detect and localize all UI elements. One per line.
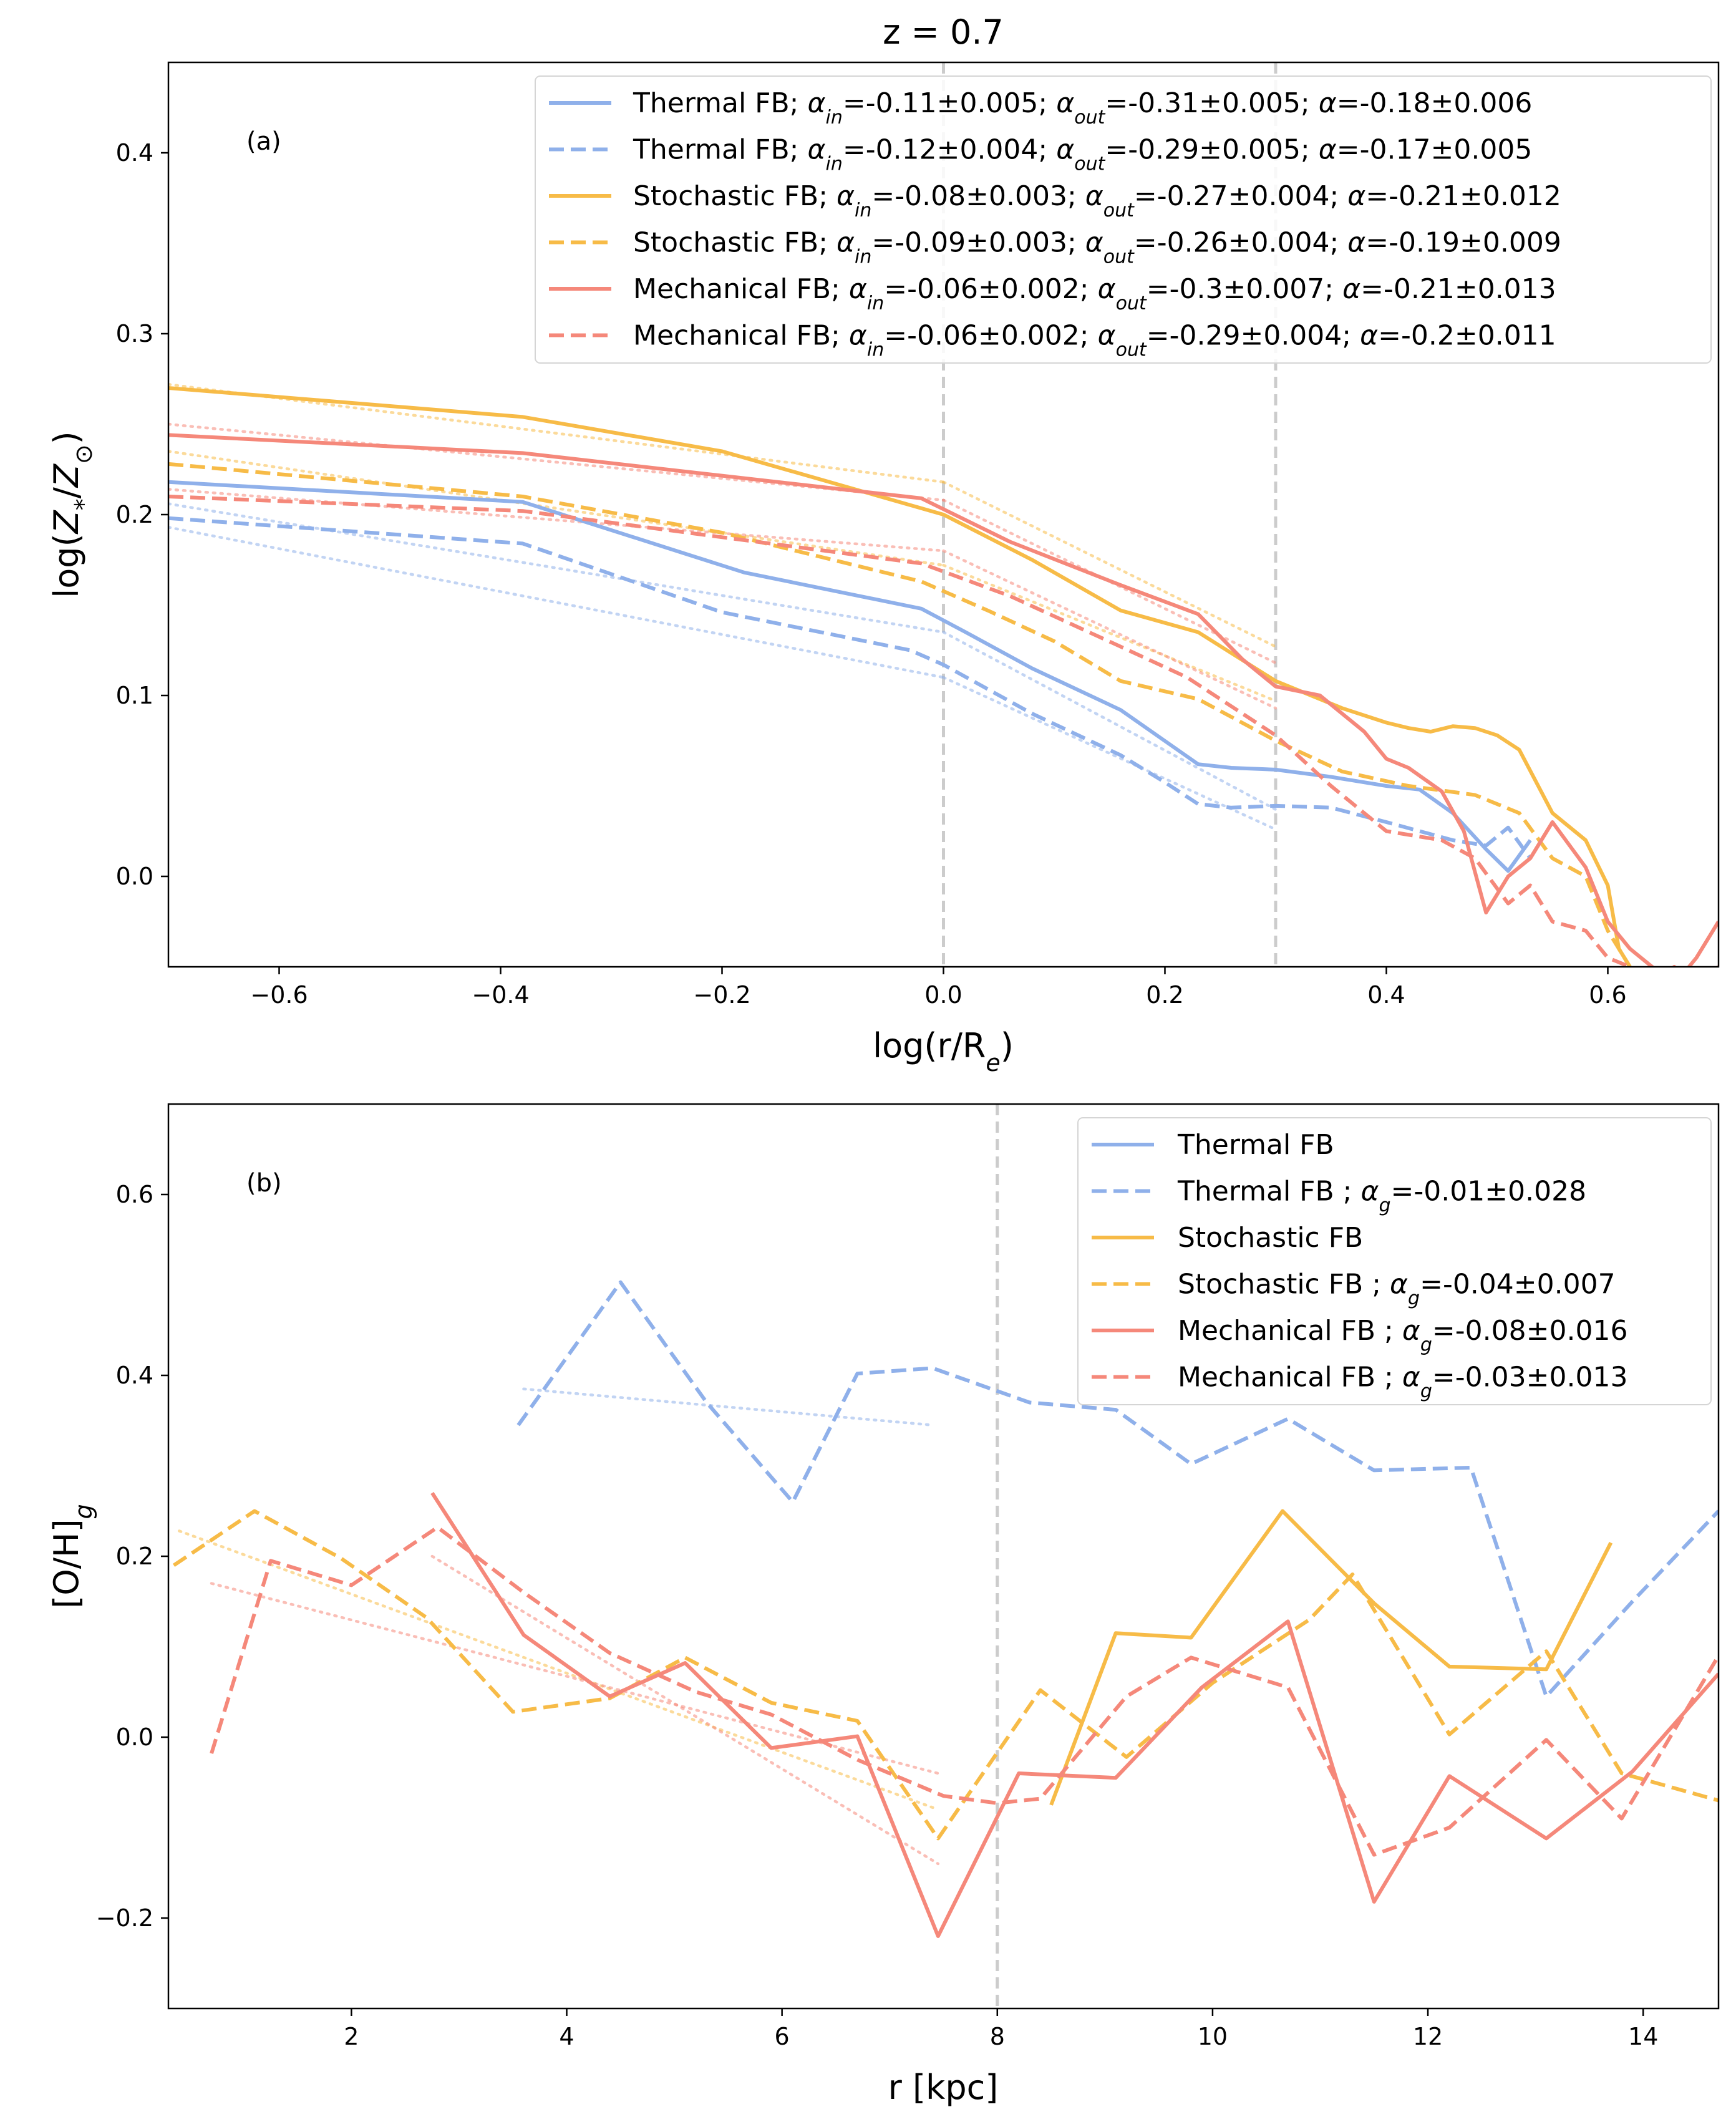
panel-b-series-3-line [172, 1509, 1719, 1841]
panel-b-axes: 2 4 6 8 10 12 14 −0.2 0.0 0.2 0.4 0.6 [96, 1181, 1659, 2050]
panel-b-y-tick-label: 0.2 [116, 1543, 153, 1570]
panel-b-plot-area [172, 1104, 1719, 2008]
panel-b-y-tick-label: 0.0 [116, 1723, 153, 1751]
panel-b-fit-line-mechanical [210, 1582, 940, 1775]
panel-a-series-4-line [168, 433, 1719, 967]
panel-a-legend-label: Stochastic FB; αin=-0.08±0.003; αout=-0.… [633, 180, 1561, 221]
panel-a-x-tick-label: 0.6 [1589, 981, 1626, 1009]
panel-a-fit-line-stochastic [168, 450, 945, 567]
panel-a-x-tick-label: −0.4 [472, 981, 529, 1009]
panel-b-x-tick-label: 4 [559, 2023, 574, 2050]
panel-b-series-5-line [210, 1525, 1719, 1857]
panel-a-y-tick-label: 0.4 [116, 139, 153, 167]
panel-b-fit-line-mechanical [430, 1554, 940, 1866]
panel-a-series-2-line [168, 386, 1632, 967]
panel-b-x-tick-label: 2 [344, 2023, 359, 2050]
panel-a-y-tick-label: 0.3 [116, 320, 153, 347]
panel-a-axes: −0.6 −0.4 −0.2 0.0 0.2 0.4 0.6 0.0 0.1 0.2 0.3 0.4 [116, 139, 1627, 1009]
panel-b-x-tick-label: 14 [1628, 2023, 1658, 2050]
panel-a-label: (a) [246, 127, 281, 156]
panel-a-fit-line-stochastic [942, 563, 1278, 702]
panel-a-legend-label: Thermal FB; αin=-0.12±0.004; αout=-0.29±… [633, 134, 1532, 175]
panel-a-legend-box [535, 75, 1712, 364]
panel-b-legend-label: Mechanical FB ; αg=-0.08±0.016 [1178, 1315, 1627, 1356]
panel-a-fit-line-stochastic [168, 382, 945, 484]
panel-a-fit-line-mechanical [942, 549, 1278, 710]
panel-a-legend: Thermal FB; αin=-0.11±0.005; αout=-0.31±… [535, 75, 1712, 364]
panel-a-fit-line-thermal [168, 526, 945, 679]
panel-a-series-0-line [168, 480, 1532, 873]
panel-a-plot-area [168, 62, 1719, 967]
panel-a-x-tick-label: 0.0 [924, 981, 962, 1009]
panel-a-y-tick-label: 0.0 [116, 863, 153, 890]
panel-b-y-tick-label: 0.4 [116, 1362, 153, 1389]
panel-a-chart: −0.6 −0.4 −0.2 0.0 0.2 0.4 0.60.00.10.20.30.4 … [47, 61, 1720, 1077]
panel-b-x-tick-label: 12 [1413, 2023, 1443, 2050]
panel-b-y-tick-label: −0.2 [96, 1904, 153, 1932]
panel-b-label: (b) [246, 1169, 282, 1198]
panel-a-x-tick-label: −0.6 [250, 981, 308, 1009]
panel-b-fit-line-thermal [522, 1387, 934, 1427]
panel-a-x-tick-label: 0.2 [1146, 981, 1183, 1009]
panel-a-x-tick-label: −0.2 [693, 981, 750, 1009]
panel-a-fit-line-mechanical [168, 422, 945, 502]
panel-b-legend-label: Stochastic FB [1178, 1222, 1363, 1254]
panel-a-legend-label: Stochastic FB; αin=-0.09±0.003; αout=-0.… [633, 227, 1561, 268]
panel-b-legend: Thermal FB Thermal FB ; αg=-0.01±0.028 Sto… [1077, 1117, 1712, 1405]
panel-a-series-1-line [168, 516, 1532, 860]
panel-a-legend-label: Thermal FB; αin=-0.11±0.005; αout=-0.31±… [633, 87, 1532, 128]
panel-a-fit-line-thermal [942, 631, 1278, 811]
panel-b-x-tick-label: 10 [1198, 2023, 1228, 2050]
panel-b-x-tick-label: 6 [775, 2023, 790, 2050]
panel-b-x-tick-label: 8 [990, 2023, 1005, 2050]
panel-b-chart: 2 4 6 8 10 12 14−0.20.00.20.40.6 (b) r [kpc] [… [47, 1103, 1720, 2107]
panel-a-fit-line-thermal [942, 676, 1278, 831]
panel-b-series-1-line [516, 1280, 1719, 1698]
panel-b-series-2-line [1049, 1509, 1613, 1806]
panel-b-legend-label: Stochastic FB ; αg=-0.04±0.007 [1178, 1269, 1616, 1310]
panel-a-y-tick-label: 0.2 [116, 501, 153, 528]
panel-a-legend-label: Mechanical FB; αin=-0.06±0.002; αout=-0.… [633, 273, 1556, 314]
panel-a-x-tick-label: 0.4 [1367, 981, 1405, 1009]
panel-b-y-tick-label: 0.6 [116, 1181, 153, 1208]
figure-title: z = 0.7 [883, 12, 1004, 52]
panel-a-y-tick-label: 0.1 [116, 682, 153, 709]
panel-b-series-4-line [430, 1491, 1719, 1938]
panel-b-legend-label: Thermal FB [1177, 1129, 1334, 1161]
panel-b-legend-box [1077, 1117, 1712, 1405]
panel-b-fit-line-stochastic [178, 1529, 940, 1811]
panel-b-legend-label: Mechanical FB ; αg=-0.03±0.013 [1178, 1362, 1627, 1403]
panel-b-legend-label: Thermal FB ; αg=-0.01±0.028 [1177, 1176, 1586, 1217]
panel-a-legend-label: Mechanical FB; αin=-0.06±0.002; αout=-0.… [633, 320, 1556, 361]
panel-a-fit-line-stochastic [942, 480, 1278, 648]
panel-b-x-axis-label: r [kpc] [888, 2068, 999, 2107]
panel-a-fit-line-mechanical [168, 488, 945, 553]
